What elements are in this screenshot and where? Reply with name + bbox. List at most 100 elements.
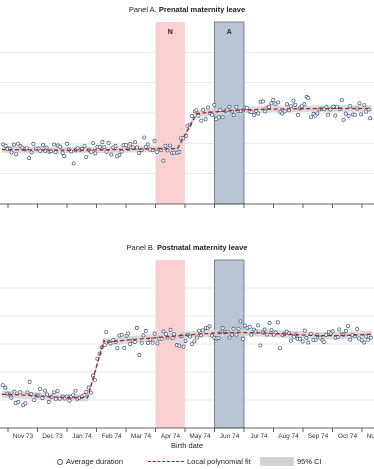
data-point: [102, 343, 107, 348]
legend-dots-label: Average duration: [66, 457, 123, 466]
data-point: [82, 143, 87, 148]
ci-band: [2, 105, 372, 154]
x-axis-title: Birth date: [171, 441, 203, 450]
data-point: [135, 145, 139, 150]
data-point: [300, 339, 305, 344]
data-point: [16, 400, 21, 405]
panel-title-bold: Prenatal maternity leave: [159, 5, 245, 14]
data-point: [366, 337, 371, 342]
data-point: [152, 331, 157, 336]
data-point: [67, 398, 72, 403]
data-point: [60, 151, 65, 156]
data-point: [167, 143, 172, 148]
x-tick-label: Nov 74: [367, 433, 374, 440]
data-point: [207, 324, 212, 329]
data-point: [249, 332, 254, 337]
data-point: [98, 145, 102, 150]
data-point: [181, 344, 186, 349]
data-point: [276, 100, 281, 105]
data-point: [46, 400, 51, 404]
data-point: [194, 335, 199, 340]
x-tick-label: May 74: [189, 433, 211, 440]
x-tick-label: Jul 74: [250, 433, 268, 440]
data-point: [41, 143, 46, 148]
data-point: [267, 321, 272, 326]
x-tick-label: Mar 74: [131, 433, 152, 440]
data-point: [346, 113, 351, 118]
data-point: [331, 104, 336, 109]
data-point: [343, 111, 348, 116]
data-point: [93, 151, 98, 156]
data-point: [225, 107, 230, 112]
data-point: [124, 143, 128, 147]
data-point: [45, 392, 50, 397]
data-point: [143, 328, 148, 333]
data-point: [14, 152, 19, 157]
data-point: [334, 104, 339, 109]
shaded-region: [214, 259, 245, 429]
data-point: [141, 333, 146, 338]
data-point: [113, 143, 118, 148]
data-point: [154, 149, 159, 154]
legend-ci-marker: [260, 457, 294, 466]
data-point: [302, 102, 307, 107]
data-point: [330, 329, 335, 334]
data-point: [261, 99, 265, 104]
data-point: [23, 401, 28, 406]
data-point: [362, 103, 367, 108]
data-point: [43, 388, 48, 393]
data-point: [236, 326, 241, 331]
data-point: [368, 335, 373, 340]
data-point: [128, 341, 133, 346]
data-point: [333, 113, 338, 118]
x-tick-label: Nov 73: [13, 433, 34, 440]
data-point: [31, 141, 36, 146]
data-point: [230, 332, 235, 337]
data-point: [249, 110, 254, 114]
data-point: [38, 386, 43, 391]
x-tick-label: Apr 74: [161, 433, 181, 440]
data-point: [210, 112, 214, 117]
data-point: [12, 389, 17, 394]
data-point: [89, 149, 94, 154]
data-point: [161, 158, 166, 163]
data-point: [231, 112, 236, 117]
data-point: [262, 327, 267, 332]
data-point: [3, 143, 8, 148]
data-point: [122, 345, 127, 350]
panel-title-prefix: Panel B.: [127, 243, 157, 252]
data-point: [306, 340, 311, 345]
x-tick-label: Jun 74: [220, 433, 240, 440]
data-point: [278, 346, 282, 351]
data-point: [139, 340, 144, 345]
data-point: [243, 323, 247, 328]
data-point: [9, 395, 14, 400]
data-point: [231, 326, 236, 331]
data-point: [218, 107, 223, 112]
data-point: [134, 325, 139, 330]
data-point: [220, 326, 225, 331]
data-point: [244, 105, 249, 110]
data-point: [321, 339, 326, 344]
panel-title-bold: Postnatal maternity leave: [157, 243, 247, 252]
data-point: [100, 139, 105, 144]
region-label: A: [227, 29, 232, 36]
legend: Average duration Local polynomial fit 95…: [0, 455, 374, 469]
data-point: [302, 328, 307, 333]
data-point: [362, 340, 367, 345]
data-point: [155, 341, 160, 346]
data-point: [55, 389, 60, 394]
data-point: [196, 113, 201, 118]
data-point: [119, 332, 124, 337]
data-point: [11, 142, 16, 147]
data-point: [119, 149, 124, 154]
data-point: [271, 98, 276, 102]
data-point: [71, 393, 76, 397]
data-point: [27, 379, 32, 384]
data-point: [343, 328, 348, 333]
data-point: [339, 98, 344, 103]
data-point: [315, 111, 320, 116]
data-point: [363, 334, 368, 339]
legend-fit-label: Local polynomial fit: [187, 457, 251, 466]
